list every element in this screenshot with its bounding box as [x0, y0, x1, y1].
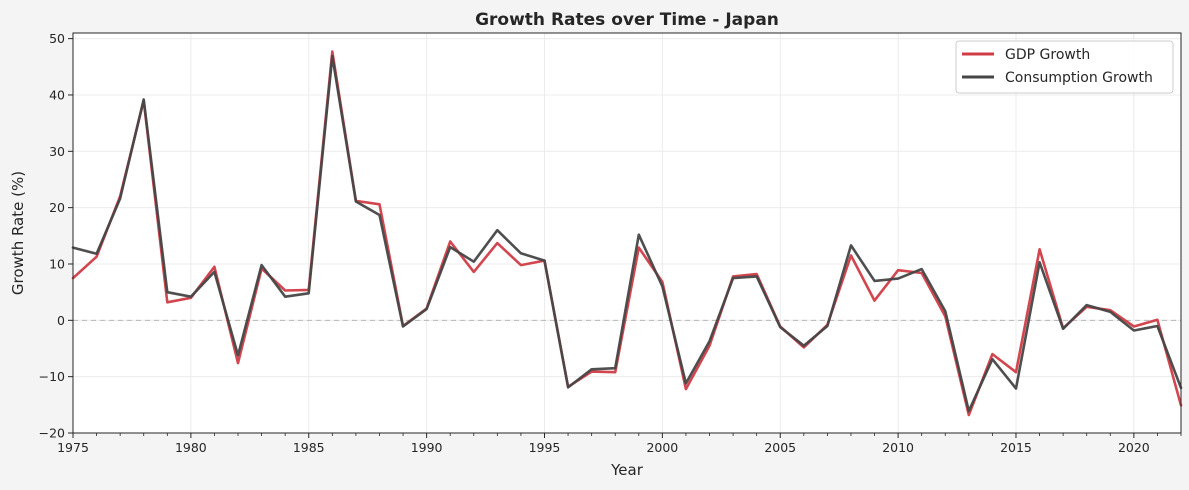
legend-label-consumption-growth: Consumption Growth [1005, 70, 1153, 86]
x-axis-label: Year [610, 461, 644, 479]
y-tick-label: 40 [49, 87, 65, 102]
y-tick-label: 10 [49, 256, 65, 271]
chart-title: Growth Rates over Time - Japan [475, 10, 779, 30]
y-tick-label: 50 [49, 31, 65, 46]
x-tick-label: 2015 [1000, 440, 1032, 455]
y-tick-label: 30 [49, 144, 65, 159]
x-tick-label: 1985 [293, 440, 325, 455]
x-tick-label: 1980 [175, 440, 207, 455]
legend-label-gdp-growth: GDP Growth [1005, 47, 1090, 63]
y-axis-ticks: −20 −10 0 10 20 30 40 50 [39, 31, 73, 441]
series-line-consumption-growth [71, 54, 1183, 413]
y-tick-label: 20 [49, 200, 65, 215]
x-axis-ticks: 1975 1980 1985 1990 1995 2000 2005 2010 2015 2020 [57, 433, 1182, 455]
x-tick-label: 1995 [529, 440, 561, 455]
y-tick-label: −10 [39, 369, 65, 384]
x-tick-label: 2010 [882, 440, 914, 455]
plot-border [72, 32, 1182, 434]
x-tick-label: 1990 [411, 440, 443, 455]
x-tick-label: 1975 [57, 440, 89, 455]
series-lines [71, 50, 1183, 417]
plot-area [72, 32, 1182, 434]
y-tick-label: −20 [39, 426, 65, 441]
x-tick-label: 2005 [764, 440, 796, 455]
y-tick-label: 0 [57, 313, 65, 328]
x-tick-label: 2020 [1118, 440, 1150, 455]
y-axis-label: Growth Rate (%) [9, 171, 27, 295]
legend-box [955, 40, 1174, 94]
legend: GDP Growth Consumption Growth [955, 40, 1174, 94]
x-tick-label: 2000 [646, 440, 678, 455]
